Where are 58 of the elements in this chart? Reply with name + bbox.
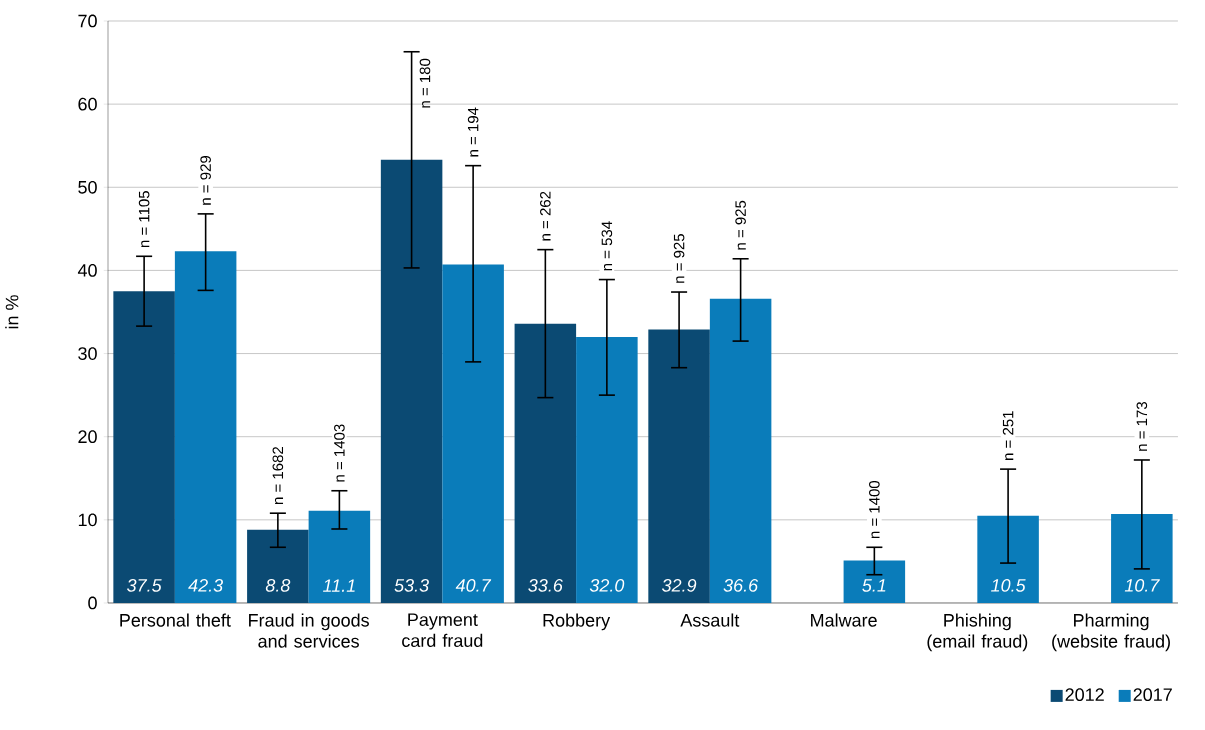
y-tick-label: 50 [78,180,97,194]
bar [113,291,175,603]
x-tick-label: Assault [680,613,740,627]
y-tick-label: 40 [77,264,97,277]
legend-label: 2012 [1065,688,1104,702]
data-label: 42.3 [188,579,223,592]
annotation: n = 1105 [138,191,150,248]
bar [1111,514,1173,603]
annotation: n = 194 [467,107,479,157]
data-label: 32.0 [589,579,625,592]
data-label: 37.5 [127,579,162,592]
x-tick-label: Pharming (website fraud) [1052,613,1170,652]
data-label: 8.8 [265,579,291,592]
x-tick-label: Phishing (email fraud) [927,613,1028,652]
y-tick-label: 0 [88,596,97,610]
bar [576,336,638,603]
data-label: 10.7 [1124,579,1160,592]
x-tick-label: Malware [811,613,877,627]
y-tick-label: 20 [78,430,97,444]
data-label: 10.5 [991,579,1026,592]
bar [514,323,577,603]
data-label: 32.9 [662,579,697,592]
annotation: n = 262 [540,191,551,241]
annotation: n = 1403 [334,424,345,482]
annotation: n = 1682 [272,446,284,504]
x-tick-label: Payment card fraud [402,613,483,648]
annotation: n = 173 [1136,401,1148,451]
data-label: 40.7 [455,579,492,592]
bar [843,560,906,603]
bar [247,529,309,603]
x-tick-label: Personal theft [120,613,231,627]
bar [977,515,1039,603]
legend-label: 2017 [1133,688,1172,702]
annotation: n = 534 [601,221,613,271]
annotation: n = 925 [673,234,685,283]
y-tick-label: 10 [78,513,97,527]
bar [648,329,710,603]
data-label: 11.1 [323,579,355,592]
bar [380,159,443,603]
data-label: 36.6 [723,579,759,592]
y-axis-title: in % [5,295,19,329]
annotation: n = 251 [1002,411,1014,460]
bar [308,510,371,603]
data-label: 53.3 [394,579,429,592]
bar [174,251,237,603]
y-tick-label: 30 [78,347,97,360]
x-tick-label: Fraud in goods and services [249,613,369,648]
y-tick-label: 70 [78,14,97,28]
y-tick-label: 60 [78,97,97,111]
bar [709,298,772,603]
annotation: n = 1400 [869,480,880,539]
annotation: n = 180 [419,58,431,108]
annotation: n = 929 [200,155,211,205]
bar [442,264,504,603]
x-tick-label: Robbery [543,613,611,631]
annotation: n = 925 [735,200,746,250]
data-label: 33.6 [528,579,563,592]
data-label: 5.1 [862,579,886,592]
